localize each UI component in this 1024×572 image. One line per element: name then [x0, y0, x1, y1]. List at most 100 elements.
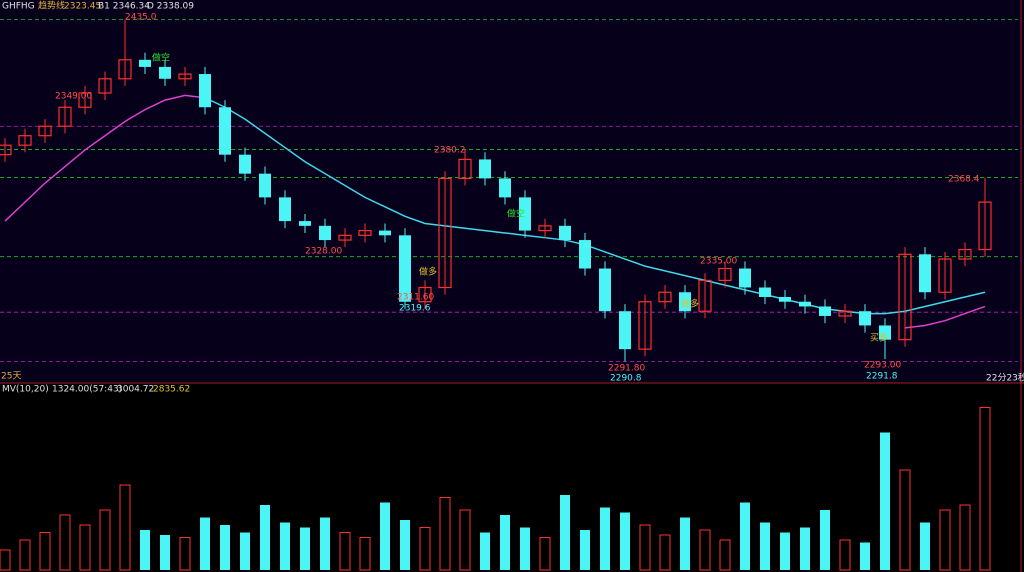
volume-bar — [800, 527, 810, 570]
volume-bar — [59, 514, 71, 571]
ma-line — [204, 97, 986, 315]
candle-body — [838, 310, 852, 317]
indicator: 趋势线 — [38, 0, 65, 12]
volume-bar — [320, 517, 330, 570]
volume-bar — [380, 502, 390, 570]
volume-bar — [240, 532, 250, 570]
candle-body — [499, 178, 511, 198]
candle-body — [698, 279, 712, 312]
volume-bar — [339, 532, 351, 571]
annotation: 2293.00 — [864, 361, 901, 371]
ma-line — [4, 94, 206, 222]
volume-value: 1324.00(57:43) — [52, 385, 122, 395]
volume-bar — [600, 507, 610, 570]
volume-bar — [699, 529, 711, 571]
candle-body — [799, 301, 811, 307]
annotation: 2319.6 — [399, 304, 431, 314]
candle-body — [898, 253, 912, 341]
volume-ma10: 3004.72 — [117, 385, 154, 395]
volume-bar — [500, 515, 510, 570]
volume-bar — [79, 524, 91, 571]
volume-bar — [860, 542, 870, 570]
volume-bar — [880, 432, 890, 570]
candle-body — [219, 107, 231, 155]
signal: 做空 — [152, 52, 170, 64]
volume-bar — [119, 484, 131, 571]
signal: 做多 — [419, 266, 437, 278]
candle-body — [58, 106, 72, 127]
annotation: 2311.60 — [397, 293, 434, 303]
volume-bar — [359, 537, 371, 571]
volume-bar — [39, 532, 51, 571]
candle-body — [658, 291, 672, 303]
candle-body — [399, 235, 411, 302]
candle-body — [859, 311, 871, 326]
candle-body — [759, 287, 771, 297]
candle-body — [978, 201, 992, 251]
candle-body — [919, 254, 931, 293]
price: 2323.45 — [64, 2, 101, 12]
symbol[interactable]: GHFHG — [2, 2, 35, 12]
candle-body — [358, 229, 372, 236]
annotation: 2291.80 — [608, 364, 645, 374]
volume-bar — [920, 522, 930, 570]
candle-body — [259, 173, 271, 198]
volume-bar — [459, 509, 471, 571]
volume-bar — [680, 517, 690, 570]
annotation: 2290.8 — [610, 374, 642, 384]
candle-body — [559, 225, 571, 241]
candle-body — [379, 230, 391, 236]
signal: 做空 — [507, 208, 525, 220]
volume-bar — [659, 534, 671, 571]
volume-bar — [979, 407, 991, 571]
volume-bar — [760, 522, 770, 570]
timer: 22分23秒 — [986, 372, 1024, 384]
candle-body — [779, 296, 791, 302]
candle-body — [78, 92, 92, 108]
candle-body — [879, 325, 891, 340]
price-panel — [0, 0, 1024, 383]
volume-title[interactable]: MV(10,20) — [2, 385, 49, 395]
volume-bar — [419, 527, 431, 571]
candle-body — [279, 197, 291, 222]
candle-body — [619, 311, 631, 350]
volume-bar — [580, 530, 590, 570]
volume-bar — [839, 539, 851, 571]
candle-body — [739, 268, 751, 288]
volume-bar — [19, 539, 31, 571]
volume-bar — [620, 512, 630, 570]
signal: 买多 — [870, 332, 888, 344]
annotation: 2435.0 — [125, 13, 157, 23]
volume-bar — [160, 535, 170, 570]
candle-body — [958, 248, 972, 260]
volume-bar — [99, 509, 111, 571]
annotation: 2328.00 — [305, 247, 342, 257]
b1: B1 2346.34 — [98, 2, 150, 12]
volume-bar — [200, 517, 210, 570]
ma-line — [904, 305, 986, 329]
candle-body — [338, 234, 352, 241]
volume-bar — [260, 505, 270, 570]
annotation: 2335.00 — [700, 257, 737, 267]
volume-bar — [740, 502, 750, 570]
candle-body — [938, 258, 952, 293]
volume-bar — [140, 530, 150, 570]
d: D 2338.09 — [147, 2, 194, 12]
candle-body — [458, 158, 472, 179]
annotation: 2349.00 — [55, 92, 92, 102]
volume-bar — [560, 495, 570, 570]
volume-bar — [539, 537, 551, 571]
volume-bar — [780, 532, 790, 570]
volume-bar — [300, 527, 310, 570]
candle-body — [519, 197, 531, 231]
candle-body — [718, 267, 732, 281]
annotation: 2380.2 — [434, 146, 466, 156]
annotation: 2291.8 — [866, 372, 898, 382]
volume-bar — [939, 509, 951, 571]
candle-body — [679, 292, 691, 312]
volume-bar — [280, 522, 290, 570]
candle-body — [638, 301, 652, 350]
candle-body — [159, 66, 171, 79]
